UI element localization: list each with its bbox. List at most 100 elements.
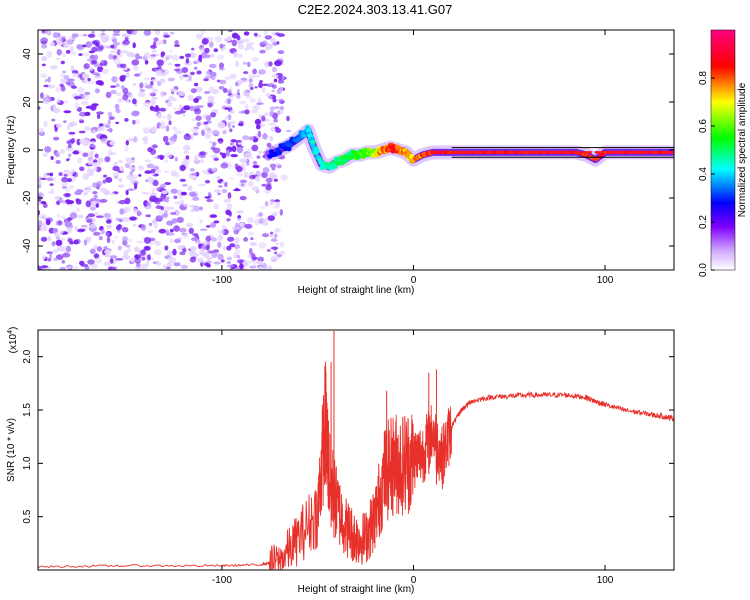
- noise-blob: [93, 75, 102, 79]
- noise-blob: [247, 232, 254, 236]
- noise-blob: [79, 228, 86, 232]
- noise-blob: [87, 80, 95, 84]
- noise-blob: [59, 267, 67, 270]
- noise-blob: [240, 77, 248, 81]
- noise-blob: [62, 52, 67, 58]
- noise-blob: [236, 265, 241, 270]
- noise-blob: [157, 66, 162, 70]
- noise-blob: [80, 263, 89, 267]
- noise-blob: [152, 144, 158, 149]
- noise-blob: [201, 52, 208, 59]
- noise-blob: [199, 155, 206, 159]
- noise-blob: [59, 230, 64, 234]
- noise-blob: [143, 140, 149, 145]
- noise-blob: [268, 61, 273, 67]
- noise-blob: [46, 177, 54, 182]
- noise-blob: [71, 85, 77, 89]
- noise-blob: [76, 200, 82, 205]
- noise-blob: [243, 237, 249, 242]
- noise-blob: [224, 76, 231, 81]
- noise-blob: [87, 33, 96, 38]
- signal-track: [266, 123, 674, 174]
- noise-blob: [229, 109, 235, 115]
- noise-blob: [268, 122, 277, 126]
- noise-blob: [192, 196, 200, 201]
- noise-blob: [217, 138, 224, 142]
- spectrogram-ytick-label: -20: [22, 190, 33, 205]
- noise-blob: [92, 191, 98, 195]
- noise-blob: [102, 34, 110, 41]
- noise-blob: [133, 136, 138, 143]
- noise-blob: [243, 71, 249, 75]
- noise-blob: [278, 98, 285, 103]
- noise-blob: [229, 128, 233, 133]
- noise-blob: [104, 213, 112, 218]
- noise-blob: [155, 169, 162, 174]
- noise-blob: [243, 31, 250, 36]
- noise-blob: [122, 216, 130, 222]
- noise-blob: [226, 264, 235, 268]
- noise-blob: [114, 175, 119, 179]
- noise-blob: [245, 103, 249, 110]
- noise-blob: [252, 68, 257, 75]
- noise-blob: [189, 105, 195, 112]
- noise-blob: [106, 219, 112, 224]
- noise-blob: [41, 44, 48, 49]
- noise-blob: [229, 142, 234, 146]
- noise-blob: [248, 136, 255, 141]
- noise-blob: [150, 168, 156, 174]
- noise-blob: [66, 140, 71, 145]
- noise-blob: [121, 50, 129, 54]
- noise-blob: [243, 171, 249, 179]
- noise-blob: [225, 149, 230, 157]
- noise-blob: [155, 205, 162, 210]
- noise-blob: [70, 139, 74, 145]
- noise-blob: [205, 225, 211, 228]
- noise-blob: [238, 181, 247, 188]
- noise-blob: [66, 78, 75, 82]
- noise-blob: [81, 73, 90, 79]
- noise-blob: [191, 128, 199, 133]
- noise-blob: [196, 122, 201, 127]
- noise-blob: [90, 263, 98, 269]
- noise-blob: [55, 160, 61, 164]
- noise-blob: [85, 111, 91, 116]
- noise-blob: [43, 202, 48, 209]
- noise-blob: [140, 249, 146, 256]
- noise-blob: [240, 163, 246, 168]
- noise-blob: [144, 159, 152, 163]
- noise-blob: [78, 74, 83, 78]
- noise-blob: [277, 164, 282, 169]
- noise-blob: [199, 151, 207, 156]
- noise-blob: [182, 144, 191, 151]
- noise-blob: [269, 231, 274, 235]
- noise-blob: [67, 238, 73, 243]
- noise-blob: [231, 39, 238, 47]
- noise-blob: [163, 34, 171, 38]
- noise-blob: [235, 60, 240, 68]
- noise-blob: [279, 241, 285, 248]
- noise-blob: [150, 44, 157, 49]
- noise-blob: [145, 214, 151, 218]
- noise-blob: [60, 149, 66, 154]
- noise-blob: [100, 228, 105, 235]
- noise-blob: [201, 30, 205, 36]
- noise-blob: [67, 266, 72, 270]
- noise-blob: [274, 106, 280, 109]
- noise-blob: [286, 115, 290, 122]
- noise-blob: [113, 57, 121, 65]
- noise-blob: [182, 248, 187, 253]
- noise-blob: [182, 233, 189, 239]
- noise-blob: [169, 228, 174, 233]
- noise-blob: [206, 54, 211, 59]
- noise-blob: [250, 252, 255, 259]
- noise-blob: [275, 200, 281, 208]
- noise-blob: [66, 124, 71, 130]
- noise-blob: [273, 178, 278, 182]
- noise-blob: [99, 62, 104, 67]
- noise-blob: [53, 136, 60, 141]
- noise-blob: [63, 75, 70, 80]
- noise-blob: [164, 245, 169, 251]
- noise-blob: [174, 156, 178, 162]
- noise-blob: [211, 237, 218, 242]
